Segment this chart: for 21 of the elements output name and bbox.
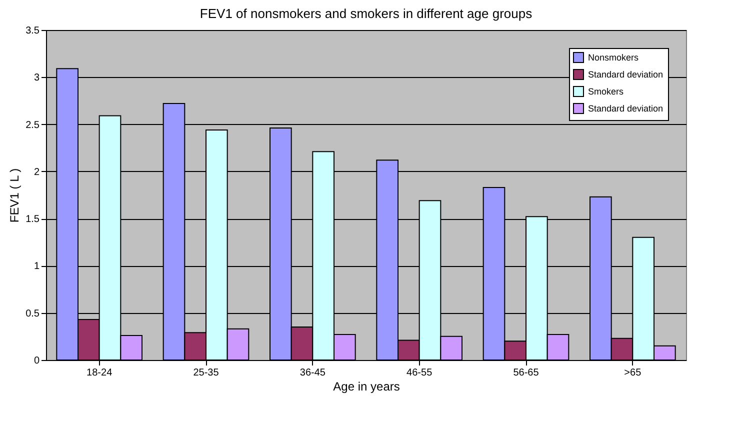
x-axis-title: Age in years <box>333 380 400 394</box>
y-tick-label: 2.5 <box>26 120 40 131</box>
legend-label: Nonsmokers <box>588 52 640 62</box>
y-tick-label: 3.5 <box>26 26 40 36</box>
y-tick-label: 3 <box>34 72 40 84</box>
y-tick-label: 1 <box>34 261 40 272</box>
legend-label: Standard deviation <box>588 70 664 80</box>
y-tick-label: 0 <box>34 356 40 366</box>
x-tick-label: 46-55 <box>406 368 433 378</box>
y-tick-label: 2 <box>34 166 40 178</box>
x-tick-label: 18-24 <box>86 368 113 378</box>
legend-label: Standard deviation <box>588 104 664 114</box>
y-tick-label: 1.5 <box>26 214 40 226</box>
x-tick-label: >65 <box>624 368 642 378</box>
y-tick-label: 0.5 <box>26 308 40 320</box>
x-tick-label: 56-65 <box>513 368 540 378</box>
x-tick-label: 25-35 <box>193 368 220 378</box>
y-axis-title: FEV1 ( L ) <box>8 168 22 223</box>
chart-title: FEV1 of nonsmokers and smokers in different age groups <box>200 6 533 21</box>
x-tick-label: 36-45 <box>300 368 326 378</box>
legend-label: Smokers <box>588 86 624 96</box>
